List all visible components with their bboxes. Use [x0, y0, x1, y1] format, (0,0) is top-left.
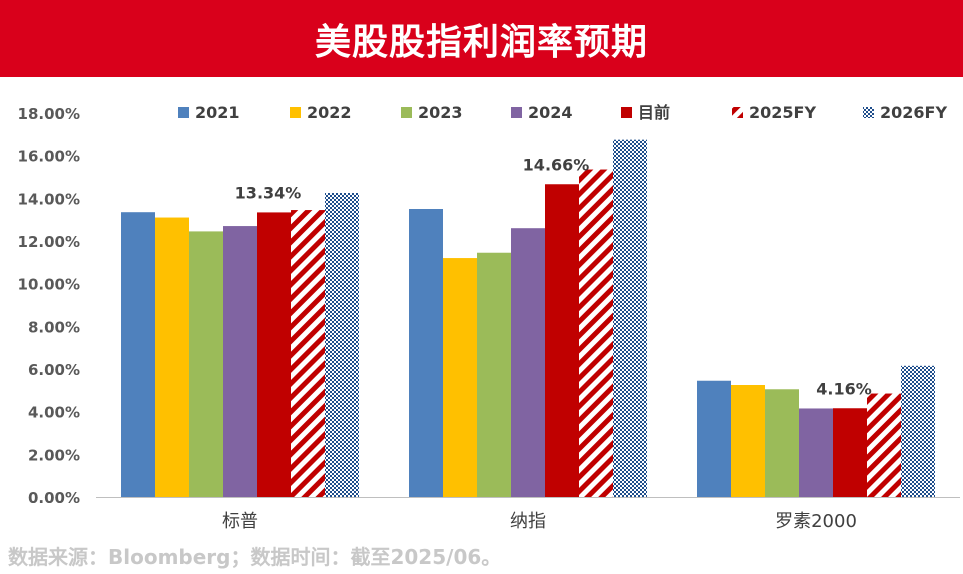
bar-2025FY-罗素2000 — [867, 393, 901, 497]
bar-2026FY-罗素2000 — [901, 365, 935, 497]
bar-chart: 0.00% 2.00% 4.00% 6.00% 8.00% 10.00% 12.00% 14.… — [18, 103, 960, 532]
bar-目前-罗素2000 — [833, 408, 867, 497]
data-source-note: 数据来源：Bloomberg；数据时间：截至2025/06。 — [8, 545, 502, 569]
legend-label-目前: 目前 — [638, 103, 670, 122]
legend-swatch-2026FY — [863, 107, 874, 118]
bar-2021-纳指 — [409, 209, 443, 497]
data-label-纳指: 14.66% — [523, 155, 590, 174]
bar-2022-标普 — [155, 217, 189, 498]
legend-label-2025FY: 2025FY — [749, 103, 816, 122]
chart-container: 0.00% 2.00% 4.00% 6.00% 8.00% 10.00% 12.00% 14.… — [0, 77, 963, 544]
bar-2026FY-标普 — [325, 193, 359, 497]
bar-2024-罗素2000 — [799, 408, 833, 497]
bar-2022-罗素2000 — [731, 385, 765, 497]
x-category-label: 罗素2000 — [775, 511, 857, 532]
bar-2022-纳指 — [443, 258, 477, 497]
bar-2026FY-纳指 — [613, 139, 647, 497]
y-tick-label: 0.00% — [28, 489, 80, 507]
y-tick-label: 2.00% — [28, 446, 80, 464]
header-banner: 美股股指利润率预期 — [0, 0, 963, 77]
y-tick-label: 10.00% — [18, 276, 80, 294]
page-title: 美股股指利润率预期 — [314, 21, 648, 63]
bar-2021-标普 — [121, 212, 155, 497]
legend-label-2024: 2024 — [528, 103, 573, 122]
legend-label-2021: 2021 — [195, 103, 240, 122]
x-category-label: 纳指 — [510, 511, 546, 532]
legend-swatch-2022 — [290, 107, 301, 118]
legend-label-2026FY: 2026FY — [880, 103, 947, 122]
bar-2023-标普 — [189, 231, 223, 497]
legend-swatch-目前 — [621, 107, 632, 118]
y-tick-label: 6.00% — [28, 361, 80, 379]
legend-swatch-2025FY — [732, 107, 743, 118]
bar-2025FY-纳指 — [579, 169, 613, 497]
y-tick-label: 16.00% — [18, 148, 80, 166]
legend-swatch-2021 — [178, 107, 189, 118]
legend-swatch-2023 — [401, 107, 412, 118]
bar-2021-罗素2000 — [697, 380, 731, 497]
data-label-罗素2000: 4.16% — [816, 379, 872, 398]
legend-label-2023: 2023 — [418, 103, 463, 122]
y-tick-label: 14.00% — [18, 190, 80, 208]
bar-2024-纳指 — [511, 228, 545, 497]
data-label-标普: 13.34% — [235, 183, 302, 202]
bar-2023-纳指 — [477, 252, 511, 497]
y-tick-label: 18.00% — [18, 105, 80, 123]
legend-swatch-2024 — [511, 107, 522, 118]
y-tick-label: 8.00% — [28, 318, 80, 336]
bar-目前-纳指 — [545, 184, 579, 497]
legend-label-2022: 2022 — [307, 103, 352, 122]
bar-2023-罗素2000 — [765, 389, 799, 497]
bar-2025FY-标普 — [291, 210, 325, 498]
bar-2024-标普 — [223, 226, 257, 498]
x-category-label: 标普 — [222, 511, 258, 532]
bar-目前-标普 — [257, 212, 291, 497]
y-tick-label: 4.00% — [28, 404, 80, 422]
y-tick-label: 12.00% — [18, 233, 80, 251]
